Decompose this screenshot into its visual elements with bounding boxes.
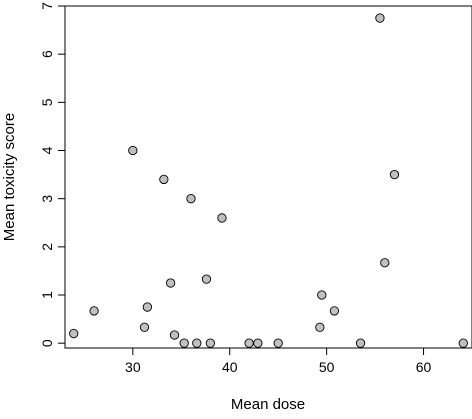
x-axis-label: Mean dose xyxy=(231,396,305,413)
y-tick-label: 6 xyxy=(39,50,55,58)
y-axis: 0 1 2 3 4 5 6 7 xyxy=(39,2,65,347)
plot-frame xyxy=(64,5,472,349)
y-axis-label: Mean toxicity score xyxy=(1,113,18,241)
data-point xyxy=(139,322,150,332)
y-tick-label: 3 xyxy=(39,195,55,203)
x-tick-label: 60 xyxy=(416,359,432,375)
y-tick-label: 4 xyxy=(39,146,55,154)
data-point xyxy=(128,145,138,156)
data-point xyxy=(244,338,254,348)
data-point xyxy=(89,306,99,316)
data-point xyxy=(205,338,216,348)
data-point xyxy=(355,338,366,348)
data-point xyxy=(165,278,176,288)
data-point xyxy=(458,338,468,348)
data-point xyxy=(186,194,196,204)
x-tick-label: 40 xyxy=(222,359,238,375)
data-point xyxy=(201,274,212,284)
x-tick-label: 30 xyxy=(125,359,141,375)
y-tick-label: 0 xyxy=(39,339,55,347)
data-point xyxy=(69,328,79,339)
data-point xyxy=(253,338,263,348)
data-point xyxy=(389,169,400,180)
data-point xyxy=(142,302,153,312)
y-tick-label: 2 xyxy=(39,243,55,251)
data-point xyxy=(380,258,390,268)
data-point xyxy=(159,174,169,185)
data-point xyxy=(317,290,327,300)
x-tick-label: 50 xyxy=(319,359,335,375)
data-point xyxy=(169,330,180,340)
y-tick-label: 5 xyxy=(39,98,55,106)
data-point xyxy=(179,338,189,348)
data-point xyxy=(192,338,202,348)
data-point xyxy=(329,306,340,316)
data-point xyxy=(273,338,283,348)
y-tick-label: 7 xyxy=(39,2,55,10)
data-point xyxy=(217,213,227,223)
data-points xyxy=(69,13,468,348)
x-axis: 30 40 50 60 xyxy=(125,348,432,375)
y-tick-label: 1 xyxy=(39,291,55,299)
data-point xyxy=(375,13,385,23)
data-point xyxy=(315,322,325,332)
